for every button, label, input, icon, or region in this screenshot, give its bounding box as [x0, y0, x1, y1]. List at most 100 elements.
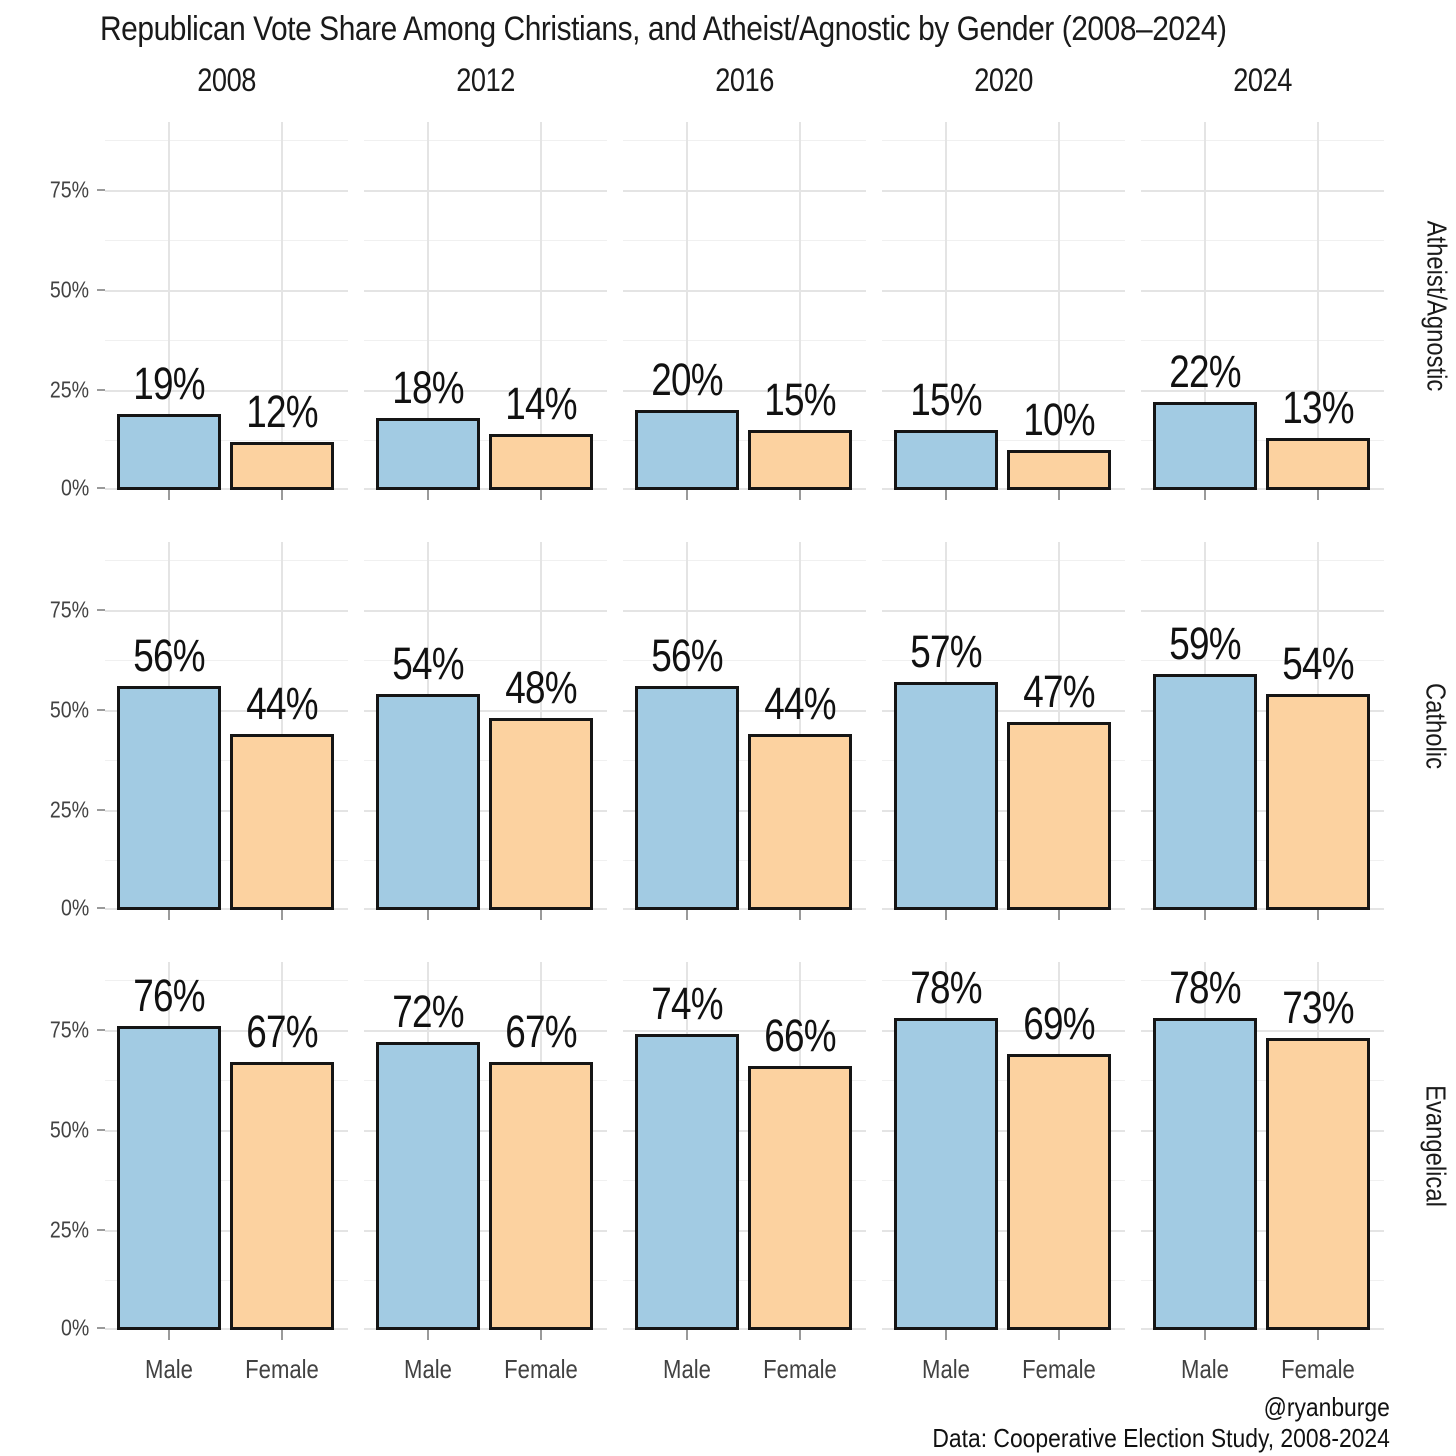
bar-value-label: 13% [1282, 382, 1354, 433]
panel-grid: 75% 50% 25% 0% 19% 12% [0, 122, 1456, 1341]
bar-group-male: 78% [1153, 962, 1257, 1330]
y-axis: 75% 50% 25% 0% [0, 542, 105, 921]
bar-male [376, 1042, 480, 1330]
bar-value-label: 20% [651, 354, 723, 405]
column-facet-headers: 2008 2012 2016 2020 2024 [105, 62, 1384, 102]
y-tick-label: 0% [60, 474, 89, 501]
facet-row-evangelical: 75% 50% 25% 0% 76% 67% [0, 962, 1456, 1341]
bar-group-male: 56% [635, 630, 739, 910]
bar-group-male: 59% [1153, 618, 1257, 910]
bar-female [489, 434, 593, 490]
facet-col-2016: 2016 [715, 62, 774, 98]
facet-col-2012: 2012 [456, 62, 515, 98]
y-tick-label: 75% [49, 176, 89, 203]
bar-group-female: 14% [489, 378, 593, 490]
facet-row-label: Evangelical [1421, 1085, 1453, 1207]
bar-group-male: 15% [894, 374, 998, 490]
bar-group-female: 15% [748, 374, 852, 490]
panel-evangelical-2024: 78% 73% [1141, 962, 1384, 1340]
x-category-label: Female [504, 1354, 578, 1384]
bar-female [489, 1062, 593, 1330]
bar-group-female: 47% [1007, 666, 1111, 910]
bar-female [1266, 438, 1370, 490]
x-tick [427, 1330, 429, 1340]
x-category-label: Male [663, 1354, 711, 1384]
y-tick-label: 75% [49, 1016, 89, 1043]
x-tick [281, 910, 283, 920]
y-axis: 75% 50% 25% 0% [0, 962, 105, 1341]
y-tick-label: 50% [49, 276, 89, 303]
bar-group-female: 44% [230, 678, 334, 910]
panel-catholic-2012: 54% 48% [364, 542, 607, 920]
x-tick [945, 490, 947, 500]
x-axis-cell: Male Female [1141, 1342, 1384, 1386]
x-tick [427, 910, 429, 920]
y-tick [97, 389, 105, 391]
y-tick [97, 809, 105, 811]
bar-value-label: 69% [1023, 998, 1095, 1049]
x-tick [1317, 490, 1319, 500]
facet-col-2024: 2024 [1233, 62, 1292, 98]
bar-value-label: 12% [246, 386, 318, 437]
caption-source: Data: Cooperative Election Study, 2008-2… [932, 1423, 1390, 1453]
bar-value-label: 56% [651, 630, 723, 681]
bar-female [1266, 1038, 1370, 1330]
x-category-label: Female [1022, 1354, 1096, 1384]
bar-group-female: 44% [748, 678, 852, 910]
bar-male [894, 1018, 998, 1330]
bar-value-label: 44% [246, 678, 318, 729]
bar-group-male: 74% [635, 978, 739, 1330]
facet-row-strip: Evangelical [1400, 962, 1456, 1330]
x-tick [1204, 1330, 1206, 1340]
x-tick [168, 1330, 170, 1340]
bar-male [376, 418, 480, 490]
facet-row-strip: Atheist/Agnostic [1400, 122, 1456, 490]
chart-title: Republican Vote Share Among Christians, … [100, 10, 1227, 48]
x-tick [427, 490, 429, 500]
facet-col-2020: 2020 [974, 62, 1033, 98]
x-tick [1058, 910, 1060, 920]
x-tick [799, 910, 801, 920]
y-tick-label: 0% [60, 1314, 89, 1341]
x-tick [686, 1330, 688, 1340]
bar-group-female: 67% [230, 1006, 334, 1330]
x-axis-cell: Male Female [364, 1342, 607, 1386]
bar-value-label: 72% [392, 986, 464, 1037]
x-category-label: Female [763, 1354, 837, 1384]
y-tick-label: 50% [49, 1116, 89, 1143]
bar-female [230, 734, 334, 910]
bar-female [748, 1066, 852, 1330]
y-tick-label: 25% [49, 796, 89, 823]
bar-value-label: 22% [1169, 346, 1241, 397]
facet-row-strip: Catholic [1400, 542, 1456, 910]
bar-group-male: 54% [376, 638, 480, 910]
x-axis-cell: Male Female [623, 1342, 866, 1386]
bar-group-male: 78% [894, 962, 998, 1330]
y-tick [97, 289, 105, 291]
y-tick [97, 487, 105, 489]
bar-value-label: 74% [651, 978, 723, 1029]
facet-row-label: Catholic [1421, 683, 1453, 769]
x-tick [1058, 1330, 1060, 1340]
bar-value-label: 47% [1023, 666, 1095, 717]
bar-group-female: 66% [748, 1010, 852, 1330]
y-tick [97, 1229, 105, 1231]
bar-value-label: 67% [505, 1006, 577, 1057]
bar-group-female: 54% [1266, 638, 1370, 910]
panel-catholic-2016: 56% 44% [623, 542, 866, 920]
bar-male [894, 430, 998, 490]
bar-male [635, 410, 739, 490]
panel-atheist-2024: 22% 13% [1141, 122, 1384, 500]
bar-group-female: 69% [1007, 998, 1111, 1330]
y-tick [97, 709, 105, 711]
bar-group-female: 13% [1266, 382, 1370, 490]
bar-male [117, 414, 221, 490]
bar-male [635, 686, 739, 910]
bar-value-label: 76% [133, 970, 205, 1021]
bar-value-label: 78% [1169, 962, 1241, 1013]
bar-group-female: 67% [489, 1006, 593, 1330]
x-axis-cell: Male Female [882, 1342, 1125, 1386]
y-tick-label: 75% [49, 596, 89, 623]
bar-group-female: 12% [230, 386, 334, 490]
